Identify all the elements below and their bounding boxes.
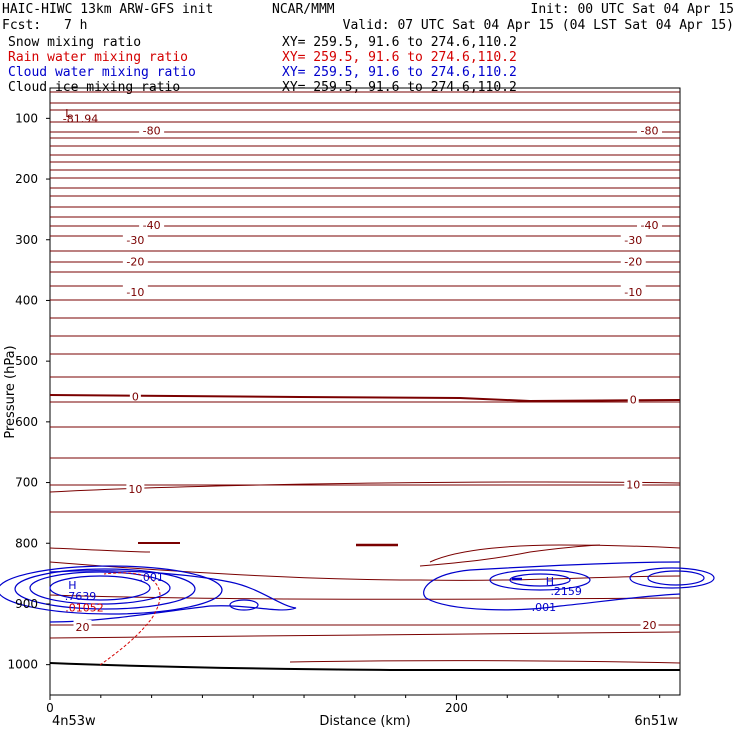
forecast-value: 7 h bbox=[64, 18, 88, 33]
contour-label-bg bbox=[139, 123, 165, 136]
temperature-label: 10 bbox=[626, 478, 640, 491]
extremum-label: H bbox=[546, 575, 554, 588]
extremum-label: L bbox=[65, 107, 72, 120]
temperature-label: -10 bbox=[126, 286, 144, 299]
contour-label-bg bbox=[627, 392, 639, 405]
field-xy-cloud-water: XY= 259.5, 91.6 to 274.6,110.2 bbox=[282, 65, 517, 80]
y-tick-label: 100 bbox=[15, 111, 38, 125]
temperature-label: -10 bbox=[624, 286, 642, 299]
y-tick-label: 900 bbox=[15, 597, 38, 611]
cloud-contour bbox=[29, 571, 171, 605]
temperature-label: -20 bbox=[624, 256, 642, 269]
y-tick-label: 200 bbox=[15, 172, 38, 186]
temperature-label: -30 bbox=[624, 234, 642, 247]
temperature-contour bbox=[49, 547, 151, 553]
plot-frame bbox=[49, 87, 681, 696]
cloud-contour bbox=[229, 599, 259, 611]
extremum-label: .7639 bbox=[65, 590, 97, 603]
contour-label-bg bbox=[620, 254, 646, 267]
temperature-contour bbox=[49, 481, 681, 493]
temperature-label: 20 bbox=[76, 621, 90, 634]
temperature-contour bbox=[289, 660, 681, 664]
temperature-contour bbox=[419, 544, 601, 567]
temperature-contour bbox=[49, 631, 681, 639]
cloud-contour bbox=[629, 567, 715, 589]
field-name-rain: Rain water mixing ratio bbox=[8, 50, 189, 65]
temperature-label: 20 bbox=[643, 619, 657, 632]
contour-label-bg bbox=[624, 477, 643, 490]
field-xy-rain: XY= 259.5, 91.6 to 274.6,110.2 bbox=[282, 50, 517, 65]
contour-label-bg bbox=[126, 482, 145, 495]
forecast-label: Fcst: bbox=[2, 18, 42, 33]
temperature-contour bbox=[49, 561, 681, 581]
cloud-contour bbox=[14, 568, 196, 610]
contour-labels: -80 -80 -40 -40 -30 -30 -20 -20 -10 -10 0 0 10 10 20 20… bbox=[63, 107, 663, 634]
contour-label-bg bbox=[637, 123, 663, 136]
temperature-label: -20 bbox=[126, 256, 144, 269]
temperature-label: -30 bbox=[126, 234, 144, 247]
temperature-label: 0 bbox=[132, 390, 139, 403]
ground-surface bbox=[49, 662, 680, 672]
temperature-contours bbox=[49, 91, 681, 672]
temperature-label: -40 bbox=[641, 219, 659, 232]
field-xy-snow: XY= 259.5, 91.6 to 274.6,110.2 bbox=[282, 35, 517, 50]
temperature-contour bbox=[49, 594, 681, 600]
cloud-contour bbox=[489, 569, 591, 591]
y-tick-label: 700 bbox=[15, 476, 38, 490]
temperature-label: 0 bbox=[630, 393, 637, 406]
chart-title: HAIC-HIWC 13km ARW-GFS init bbox=[2, 2, 214, 17]
left-endpoint-label: 4n53w bbox=[52, 714, 96, 729]
temperature-label: 10 bbox=[128, 483, 142, 496]
contour-label-bg bbox=[73, 620, 92, 633]
temperature-contour bbox=[429, 544, 681, 563]
extremum-label: .001 bbox=[532, 601, 557, 614]
contour-label-bg bbox=[637, 218, 663, 231]
extremum-label: H bbox=[68, 579, 76, 592]
temperature-label: -80 bbox=[143, 124, 161, 137]
y-tick-label: 800 bbox=[15, 536, 38, 550]
field-name-snow: Snow mixing ratio bbox=[8, 35, 142, 50]
contour-label-bg bbox=[122, 254, 148, 267]
extremum-label: -81.94 bbox=[63, 112, 98, 125]
contour-label-bg bbox=[640, 618, 659, 631]
cloud-contour bbox=[509, 573, 571, 587]
cloud-contour bbox=[647, 570, 705, 586]
extremum-label: .001 bbox=[139, 571, 164, 584]
x-tick-label: 200 bbox=[445, 701, 468, 715]
field-name-cloud-water: Cloud water mixing ratio bbox=[8, 65, 196, 80]
init-time: Init: 00 UTC Sat 04 Apr 15 bbox=[530, 2, 735, 17]
x-tick-label: 0 bbox=[46, 701, 54, 715]
y-axis-label: Pressure (hPa) bbox=[3, 345, 18, 438]
contour-label-bg bbox=[122, 232, 148, 245]
field-xy-cloud-ice: XY= 259.5, 91.6 to 274.6,110.2 bbox=[282, 80, 517, 95]
y-tick-label: 500 bbox=[15, 354, 38, 368]
x-axis-label: Distance (km) bbox=[319, 714, 410, 729]
temperature-contour-zero bbox=[49, 394, 681, 403]
contour-label-bg bbox=[620, 232, 646, 245]
extremum-label: .01052 bbox=[65, 602, 104, 615]
right-endpoint-label: 6n51w bbox=[634, 714, 678, 729]
x-axis: 0 200 bbox=[46, 695, 661, 715]
valid-time: Valid: 07 UTC Sat 04 Apr 15 (04 LST Sat … bbox=[342, 18, 734, 33]
cloud-contour bbox=[0, 565, 223, 615]
contour-label-bg bbox=[139, 218, 165, 231]
y-tick-label: 400 bbox=[15, 293, 38, 307]
contour-label-bg bbox=[122, 284, 148, 297]
cloud-contour bbox=[49, 575, 151, 601]
contour-label-bg bbox=[620, 284, 646, 297]
temperature-label: -40 bbox=[143, 219, 161, 232]
y-tick-label: 1000 bbox=[7, 658, 38, 672]
temperature-label: -80 bbox=[641, 124, 659, 137]
y-tick-label: 300 bbox=[15, 233, 38, 247]
org-label: NCAR/MMM bbox=[272, 2, 335, 17]
y-tick-label: 600 bbox=[15, 415, 38, 429]
y-axis: 100 200 300 400 500 600 700 800 900 1000 bbox=[7, 111, 50, 672]
extremum-label: .2159 bbox=[550, 585, 582, 598]
cloud-water-contours bbox=[0, 561, 715, 623]
cloud-contour bbox=[423, 561, 681, 611]
contour-label-bg bbox=[129, 389, 141, 402]
cloud-contour bbox=[49, 570, 297, 623]
rain-contour bbox=[99, 572, 161, 666]
